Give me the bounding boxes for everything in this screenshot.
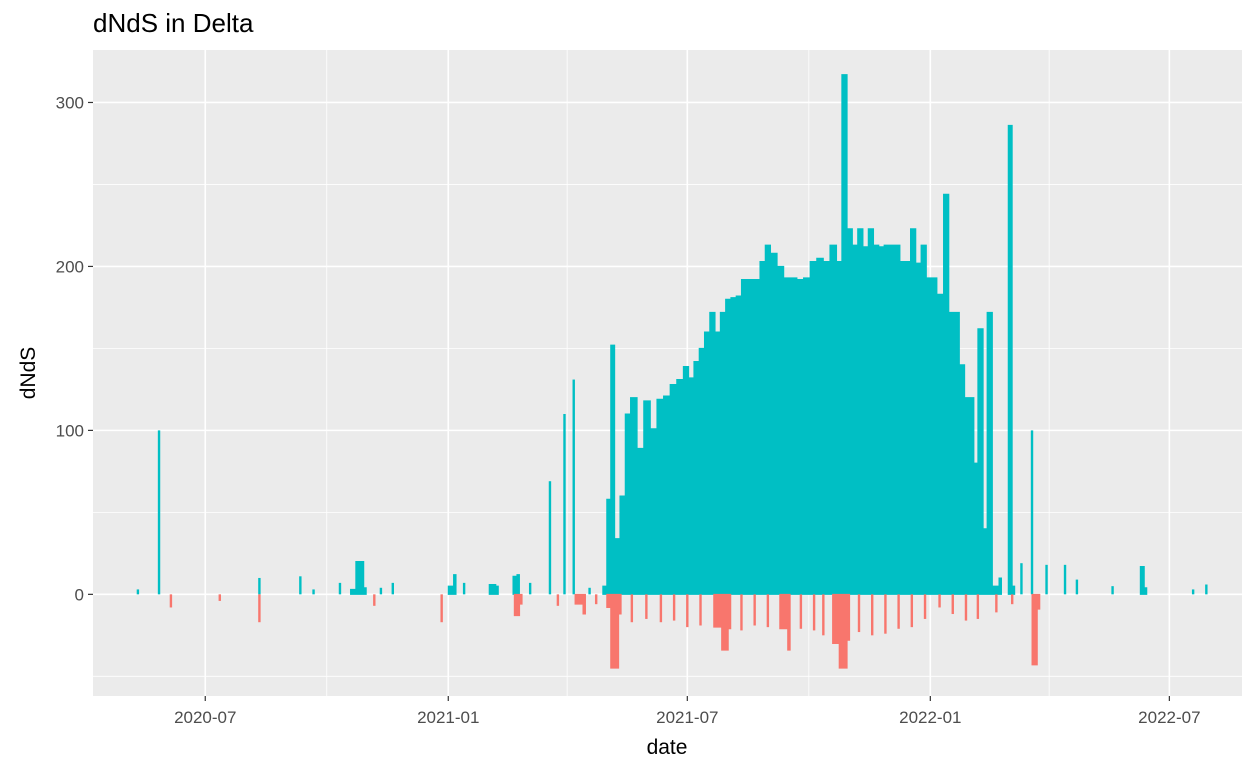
y-tick-label: 300 [56, 93, 84, 112]
bar-cluster [1031, 593, 1041, 666]
x-tick-label: 2020-07 [174, 708, 236, 727]
bar [1063, 564, 1067, 595]
y-tick-label: 200 [56, 257, 84, 276]
positive-bars [136, 74, 1208, 595]
bar [528, 582, 532, 595]
bar [645, 594, 648, 619]
bar [897, 594, 900, 629]
bar [548, 481, 552, 595]
bar-cluster [713, 593, 732, 651]
bar-cluster [488, 584, 499, 595]
bar [699, 594, 702, 626]
bar-cluster [1139, 565, 1148, 595]
bar-cluster [606, 593, 622, 669]
bar [799, 594, 803, 629]
bar [136, 589, 140, 595]
chart-title: dNdS in Delta [93, 8, 254, 38]
bar [299, 576, 302, 595]
bar [1191, 589, 1195, 595]
bar [630, 594, 634, 623]
bar [1020, 563, 1023, 595]
negative-bars [169, 593, 1041, 669]
bar [857, 594, 861, 633]
bar [594, 594, 598, 605]
bar [740, 594, 743, 631]
bar-cluster [447, 574, 457, 595]
bar-cluster [1007, 124, 1016, 595]
bar [672, 594, 676, 621]
bar [1030, 430, 1034, 595]
bar [910, 594, 914, 628]
bar [1011, 594, 1014, 605]
bar [1205, 584, 1208, 595]
y-axis: 0 100 200 300 [56, 93, 93, 604]
bar [995, 594, 998, 613]
bar [659, 594, 663, 623]
bar [218, 594, 221, 601]
bar [951, 594, 954, 615]
bar [169, 594, 173, 608]
plot-panel [93, 50, 1242, 696]
bar [1075, 579, 1079, 595]
bar [338, 582, 342, 595]
bar [964, 594, 968, 621]
bar [588, 587, 591, 595]
bar [822, 594, 825, 636]
x-tick-label: 2022-07 [1138, 708, 1200, 727]
bar [1111, 586, 1114, 595]
y-tick-label: 0 [75, 585, 84, 604]
bar [258, 577, 261, 595]
y-axis-label: dNdS [17, 347, 40, 400]
bar [871, 594, 874, 636]
x-tick-label: 2021-07 [656, 708, 718, 727]
bar [572, 379, 575, 595]
bar [563, 413, 566, 595]
x-axis: 2020-07 2021-01 2021-07 2022-01 2022-07 [174, 696, 1201, 727]
bar [884, 594, 887, 634]
bar-cluster [574, 593, 586, 615]
bar-cluster [602, 74, 1002, 595]
bar [923, 594, 927, 619]
x-axis-label: date [647, 736, 688, 759]
x-tick-label: 2022-01 [899, 708, 961, 727]
bar [686, 594, 689, 628]
bar [462, 582, 466, 595]
bar [812, 594, 816, 631]
bar-cluster [513, 593, 523, 617]
bar-cluster [832, 593, 851, 669]
bar [373, 594, 376, 606]
bar-cluster [779, 593, 791, 651]
bar [312, 589, 315, 595]
bar [556, 594, 560, 606]
y-tick-label: 100 [56, 421, 84, 440]
bar [258, 594, 261, 623]
bar [379, 587, 383, 595]
bar [440, 594, 443, 623]
bar [938, 594, 941, 608]
bar [391, 582, 394, 595]
bar [753, 594, 756, 626]
bar [976, 594, 980, 619]
x-tick-label: 2021-01 [417, 708, 479, 727]
bar-cluster [350, 561, 367, 595]
bar [1045, 564, 1048, 595]
bar-cluster [512, 574, 520, 595]
bar [157, 430, 161, 595]
bar [766, 594, 770, 628]
